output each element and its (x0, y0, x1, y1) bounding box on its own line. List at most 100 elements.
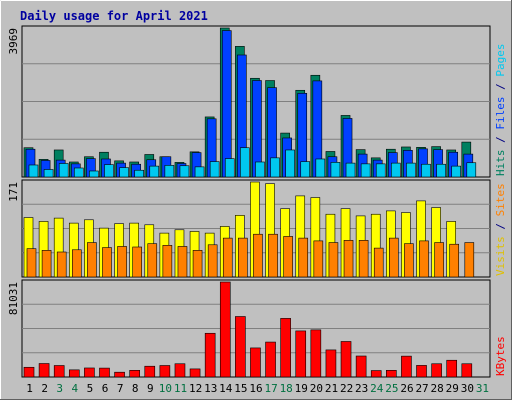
x-tick-label-day-19: 19 (295, 382, 308, 395)
bar-pages-day-3 (58, 163, 69, 178)
bar-kbytes-day-29 (446, 359, 458, 378)
x-tick-label-day-30: 30 (461, 382, 474, 395)
x-tick-label-day-2: 2 (41, 382, 48, 395)
bar-pages-day-5 (89, 170, 99, 178)
bar-kbytes-day-3 (53, 365, 65, 378)
bar-kbytes-day-10 (159, 365, 171, 378)
x-tick-label-day-26: 26 (400, 382, 413, 395)
x-tick-label-day-21: 21 (325, 382, 338, 395)
x-tick-label-day-29: 29 (446, 382, 459, 395)
panel-visits-sites-ymax-label: 171 (7, 182, 20, 202)
x-tick-label-day-6: 6 (102, 382, 109, 395)
series-label-part-1: / (494, 216, 507, 236)
x-tick-label-day-25: 25 (385, 382, 398, 395)
x-tick-label-day-1: 1 (26, 382, 33, 395)
bar-kbytes-day-11 (174, 363, 186, 378)
series-label-part-0: Visits (494, 236, 507, 276)
bar-sites-day-17 (268, 233, 278, 278)
bar-kbytes-day-15 (235, 316, 246, 378)
bar-pages-day-29 (451, 165, 462, 178)
bar-pages-day-20 (315, 158, 326, 178)
x-tick-label-day-3: 3 (56, 382, 63, 395)
bar-kbytes-day-17 (265, 341, 276, 378)
bar-pages-day-19 (300, 161, 311, 178)
bar-sites-day-18 (283, 236, 293, 278)
bar-sites-day-22 (343, 240, 354, 278)
x-tick-label-day-7: 7 (117, 382, 124, 395)
bar-pages-day-6 (104, 164, 114, 178)
bar-sites-day-11 (177, 246, 188, 278)
bar-kbytes-day-18 (280, 318, 291, 378)
x-tick-label-day-10: 10 (159, 382, 172, 395)
x-tick-label-day-9: 9 (147, 382, 154, 395)
x-tick-label-day-20: 20 (310, 382, 323, 395)
bar-kbytes-day-21 (325, 349, 337, 378)
bar-kbytes-day-25 (386, 370, 397, 378)
bar-sites-day-28 (434, 242, 444, 278)
bar-sites-day-6 (102, 247, 112, 278)
series-label-part-0: KBytes (494, 336, 507, 376)
bar-sites-day-5 (87, 242, 97, 278)
bar-pages-day-18 (285, 149, 295, 178)
bar-sites-day-25 (389, 237, 399, 278)
bar-kbytes-day-26 (401, 355, 412, 378)
bar-kbytes-day-4 (68, 369, 80, 378)
bar-pages-day-22 (345, 162, 356, 178)
bar-kbytes-day-12 (189, 368, 201, 378)
bar-sites-day-12 (192, 250, 203, 278)
x-tick-label-day-28: 28 (431, 382, 444, 395)
bar-pages-day-13 (209, 161, 220, 178)
series-label-part-1: / (494, 130, 507, 150)
bar-pages-day-8 (134, 169, 144, 178)
bar-kbytes-day-7 (114, 371, 125, 378)
bar-kbytes-day-6 (99, 367, 110, 378)
bar-kbytes-day-24 (370, 370, 382, 378)
bar-sites-day-8 (132, 246, 142, 278)
bar-sites-day-4 (71, 249, 82, 278)
bar-sites-day-21 (328, 242, 339, 278)
bar-sites-day-23 (358, 240, 369, 278)
series-label-part-2: Sites (494, 183, 507, 216)
bar-pages-day-28 (436, 163, 446, 178)
chart-title: Daily usage for April 2021 (20, 9, 208, 23)
x-tick-label-day-17: 17 (264, 382, 277, 395)
x-tick-label-day-8: 8 (132, 382, 139, 395)
bar-sites-day-1 (26, 248, 37, 278)
bar-pages-day-7 (119, 167, 129, 178)
panel-hits-files-pages-ymax-label: 3969 (7, 28, 20, 55)
bar-pages-day-17 (270, 157, 280, 178)
series-label-part-4: Pages (494, 44, 507, 77)
bar-pages-day-30 (466, 162, 477, 178)
bar-sites-day-7 (117, 246, 127, 278)
x-tick-label-day-23: 23 (355, 382, 368, 395)
bar-pages-day-27 (421, 163, 431, 178)
x-tick-label-day-15: 15 (234, 382, 247, 395)
bar-kbytes-day-30 (461, 363, 473, 378)
bar-kbytes-day-28 (431, 363, 442, 378)
bar-kbytes-day-22 (340, 341, 352, 378)
x-tick-label-day-14: 14 (219, 382, 233, 395)
bar-pages-day-2 (43, 169, 54, 178)
x-tick-label-day-31: 31 (476, 382, 489, 395)
bar-pages-day-4 (73, 167, 84, 178)
bar-kbytes-day-14 (219, 281, 231, 378)
bar-pages-day-14 (224, 158, 235, 178)
series-label-part-3: / (494, 77, 507, 97)
bar-pages-day-25 (391, 162, 401, 178)
bar-sites-day-9 (147, 243, 158, 278)
bar-kbytes-day-5 (84, 367, 95, 378)
bar-sites-day-13 (207, 244, 218, 278)
bar-pages-day-15 (240, 147, 250, 178)
bar-kbytes-day-13 (204, 332, 216, 378)
bar-sites-day-10 (162, 245, 173, 278)
bar-sites-day-30 (464, 242, 475, 278)
bar-pages-day-12 (194, 166, 205, 178)
bar-sites-day-16 (253, 233, 263, 278)
bar-pages-day-10 (164, 165, 175, 178)
bar-sites-day-19 (298, 237, 309, 278)
bar-kbytes-day-8 (129, 370, 140, 378)
bar-kbytes-day-1 (23, 366, 35, 378)
series-label-part-0: Hits (494, 150, 507, 177)
bar-pages-day-1 (28, 164, 39, 178)
